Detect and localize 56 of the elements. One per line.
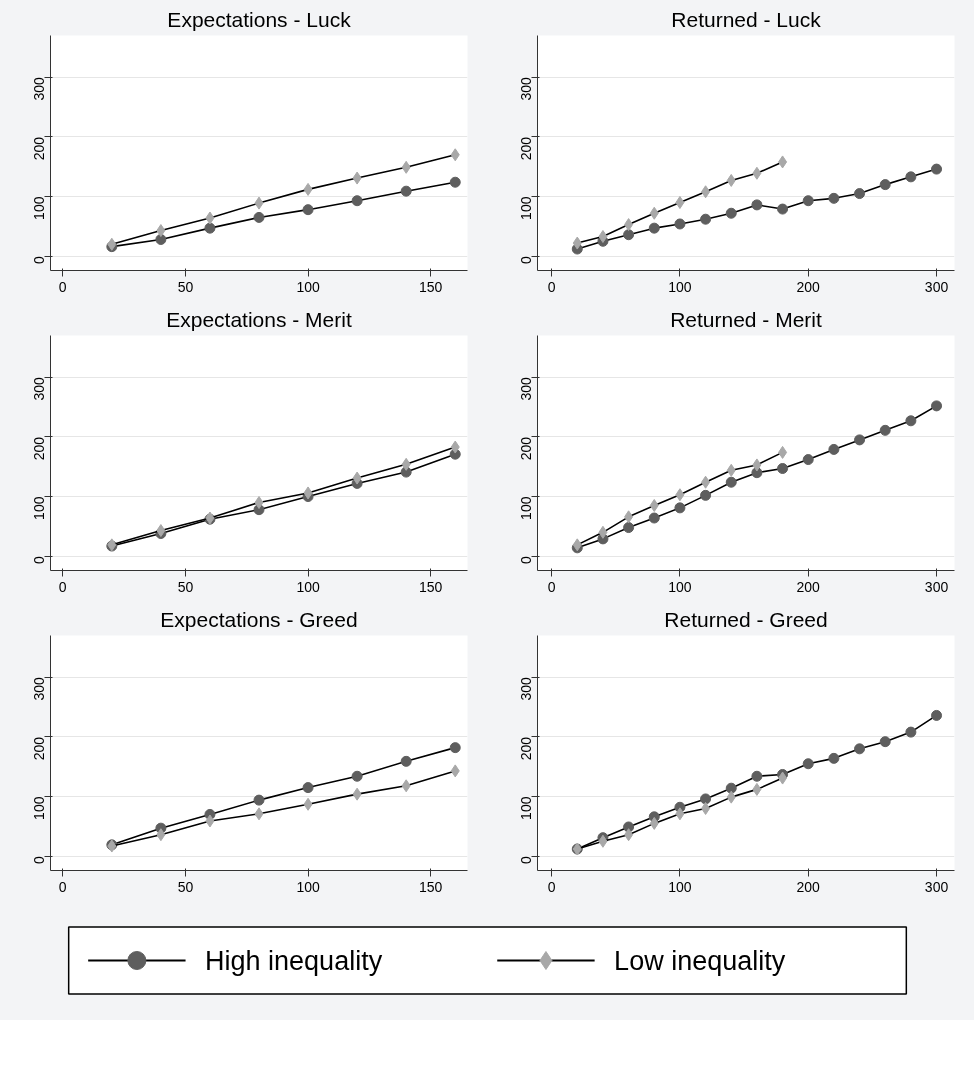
y-tick-label: 200 [31, 136, 48, 161]
x-tick-label: 200 [796, 578, 821, 595]
chart-title: Expectations - Luck [167, 7, 352, 31]
x-tick-label: 100 [296, 278, 320, 295]
chart-title: Returned - Greed [664, 607, 828, 631]
y-tick-label: 100 [31, 796, 48, 820]
x-tick-label: 100 [296, 878, 320, 895]
legend-label: High inequality [205, 945, 383, 976]
x-tick-label: 150 [419, 578, 443, 595]
y-tick-label: 100 [518, 496, 535, 520]
y-tick-label: 300 [31, 677, 48, 701]
x-tick-label: 300 [924, 278, 949, 295]
x-tick-label: 300 [924, 578, 949, 595]
y-tick-label: 100 [31, 496, 48, 520]
y-tick-label: 0 [31, 555, 48, 564]
x-tick-label: 0 [58, 578, 67, 595]
x-tick-label: 100 [668, 878, 692, 895]
x-tick-label: 0 [547, 578, 556, 595]
y-tick-label: 300 [31, 377, 48, 401]
y-tick-label: 0 [518, 255, 535, 264]
x-tick-label: 100 [668, 578, 692, 595]
y-tick-label: 200 [518, 736, 535, 761]
y-tick-label: 200 [31, 736, 48, 761]
x-tick-label: 0 [58, 878, 67, 895]
y-tick-label: 300 [518, 377, 535, 401]
chart-title: Returned - Luck [671, 7, 822, 31]
x-tick-label: 100 [296, 578, 320, 595]
x-tick-label: 0 [58, 278, 67, 295]
y-tick-label: 300 [518, 677, 535, 701]
y-tick-label: 200 [518, 436, 535, 461]
y-tick-label: 0 [31, 855, 48, 864]
y-tick-label: 100 [31, 196, 48, 220]
y-tick-label: 0 [518, 555, 535, 564]
y-tick-label: 100 [518, 196, 535, 220]
y-tick-label: 200 [31, 436, 48, 461]
x-tick-label: 0 [547, 278, 556, 295]
x-tick-label: 100 [668, 278, 692, 295]
y-tick-label: 300 [31, 77, 48, 101]
y-tick-label: 0 [31, 255, 48, 264]
x-tick-label: 0 [547, 878, 556, 895]
x-tick-label: 200 [796, 278, 821, 295]
x-tick-label: 300 [924, 878, 949, 895]
legend-label: Low inequality [614, 945, 786, 976]
y-tick-label: 300 [518, 77, 535, 101]
x-tick-label: 150 [419, 878, 443, 895]
chart-title: Expectations - Greed [160, 607, 358, 631]
y-tick-label: 0 [518, 855, 535, 864]
y-tick-label: 100 [518, 796, 535, 820]
x-tick-label: 50 [177, 578, 194, 595]
x-tick-label: 50 [177, 278, 194, 295]
chart-title: Returned - Merit [670, 307, 823, 331]
x-tick-label: 50 [177, 878, 194, 895]
y-tick-label: 200 [518, 136, 535, 161]
x-tick-label: 150 [419, 278, 443, 295]
x-tick-label: 200 [796, 878, 821, 895]
chart-title: Expectations - Merit [166, 307, 352, 331]
